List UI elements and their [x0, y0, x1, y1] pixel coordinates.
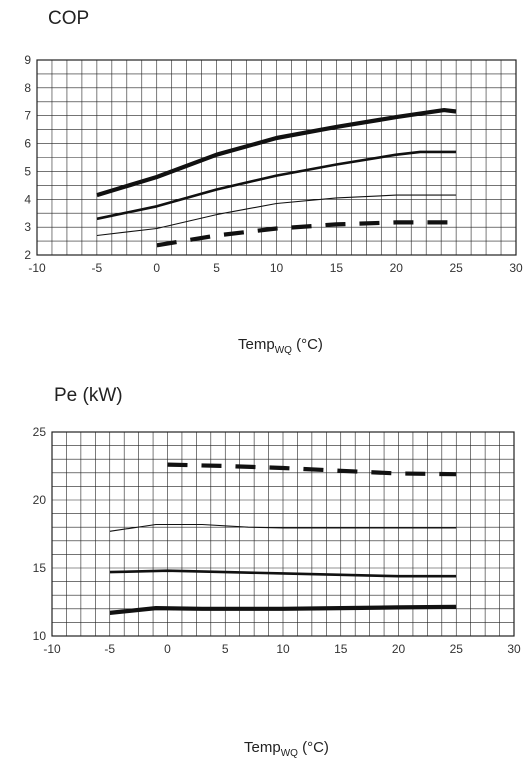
cop-y-tick-label: 8 [24, 81, 31, 95]
cop-y-tick-label: 6 [24, 137, 31, 151]
cop-x-axis-label: TempWQ (°C) [238, 336, 323, 356]
cop-x-axis-label-main: Temp [238, 336, 275, 353]
pe-x-tick-label: 30 [507, 642, 521, 656]
pe-y-tick-label: 20 [33, 493, 47, 507]
pe-x-axis-label: TempWQ (°C) [244, 739, 329, 759]
cop-series-line-1 [96, 107, 457, 198]
cop-x-tick-label: -10 [28, 261, 46, 275]
pe-y-tick-label: 15 [33, 561, 47, 575]
pe-x-tick-label: 10 [276, 642, 290, 656]
cop-x-tick-label: 5 [213, 261, 220, 275]
cop-y-tick-label: 4 [24, 192, 31, 206]
pe-series-line-4 [109, 604, 457, 615]
cop-x-axis-label-sub: WQ [274, 345, 292, 356]
cop-series-line-4 [156, 220, 457, 248]
cop-series-line-2 [96, 150, 457, 221]
cop-y-tick-label: 3 [24, 220, 31, 234]
pe-x-tick-label: -5 [104, 642, 115, 656]
pe-series-line-1 [167, 462, 457, 477]
pe-y-tick-label: 25 [33, 425, 47, 439]
cop-x-tick-label: 0 [153, 261, 160, 275]
cop-y-tick-label: 9 [24, 53, 31, 67]
pe-x-axis-label-main: Temp [244, 739, 281, 756]
pe-x-tick-label: 5 [222, 642, 229, 656]
pe-x-axis-label-unit: (°C) [297, 739, 329, 756]
cop-series-line-3 [96, 194, 457, 237]
cop-x-axis-label-unit: (°C) [291, 336, 323, 353]
pe-x-tick-label: 15 [334, 642, 348, 656]
cop-x-tick-label: 15 [330, 261, 344, 275]
cop-x-tick-label: 20 [390, 261, 404, 275]
cop-x-tick-label: 10 [270, 261, 284, 275]
cop-y-tick-label: 2 [24, 248, 31, 262]
pe-x-tick-label: 0 [164, 642, 171, 656]
pe-y-tick-label: 10 [33, 629, 47, 643]
cop-x-tick-label: 25 [449, 261, 463, 275]
cop-chart-title: COP [48, 8, 90, 29]
pe-chart-title: Pe (kW) [54, 385, 123, 406]
cop-y-tick-label: 7 [24, 109, 31, 123]
cop-x-tick-label: -5 [92, 261, 103, 275]
pe-x-axis-label-sub: WQ [280, 748, 298, 759]
pe-x-tick-label: -10 [43, 642, 61, 656]
cop-x-tick-label: 30 [509, 261, 523, 275]
pe-series-line-3 [109, 569, 457, 578]
pe-x-tick-label: 25 [450, 642, 464, 656]
pe-plot-frame [51, 431, 515, 637]
pe-series-line-2 [109, 523, 457, 532]
pe-x-tick-label: 20 [392, 642, 406, 656]
cop-plot-frame [36, 59, 517, 256]
cop-y-tick-label: 5 [24, 164, 31, 178]
